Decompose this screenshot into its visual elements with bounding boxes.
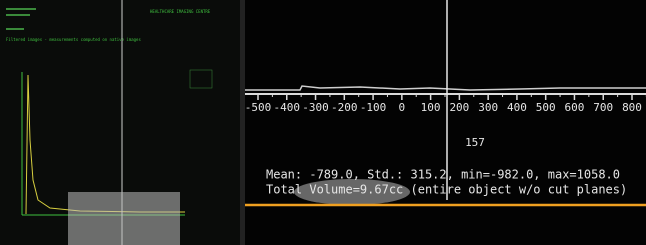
axis-label: -400 bbox=[274, 101, 301, 114]
right-screen bbox=[245, 0, 646, 245]
axis-label: -300 bbox=[302, 101, 329, 114]
axis-label: 0 bbox=[399, 101, 406, 114]
axis-label: 600 bbox=[565, 101, 585, 114]
axis-label: 700 bbox=[593, 101, 613, 114]
axis-label: 400 bbox=[507, 101, 527, 114]
axis-label: 300 bbox=[478, 101, 498, 114]
left-title: HEALTHCARE IMAGING CENTRE bbox=[150, 9, 211, 14]
separator bbox=[240, 0, 245, 245]
axis-label: 200 bbox=[449, 101, 469, 114]
axis-label: -200 bbox=[331, 101, 358, 114]
screenshot: HEALTHCARE IMAGING CENTRE Filtered image… bbox=[0, 0, 646, 245]
axis-label: -100 bbox=[360, 101, 387, 114]
stats-line: Mean: -789.0, Std.: 315.2, min=-982.0, m… bbox=[266, 168, 620, 182]
text-line bbox=[6, 8, 36, 10]
text-line bbox=[6, 14, 30, 16]
overlay bbox=[68, 192, 180, 245]
axis-label: -500 bbox=[245, 101, 272, 114]
axis-label: 500 bbox=[536, 101, 556, 114]
cursor-value: 157 bbox=[465, 136, 485, 149]
axis-label: 800 bbox=[622, 101, 642, 114]
axis-label: 100 bbox=[421, 101, 441, 114]
left-subtitle: Filtered images - measurements computed … bbox=[6, 37, 141, 42]
volume-line: Total Volume=9.67cc (entire object w/o c… bbox=[266, 183, 627, 197]
text-line bbox=[6, 28, 24, 30]
